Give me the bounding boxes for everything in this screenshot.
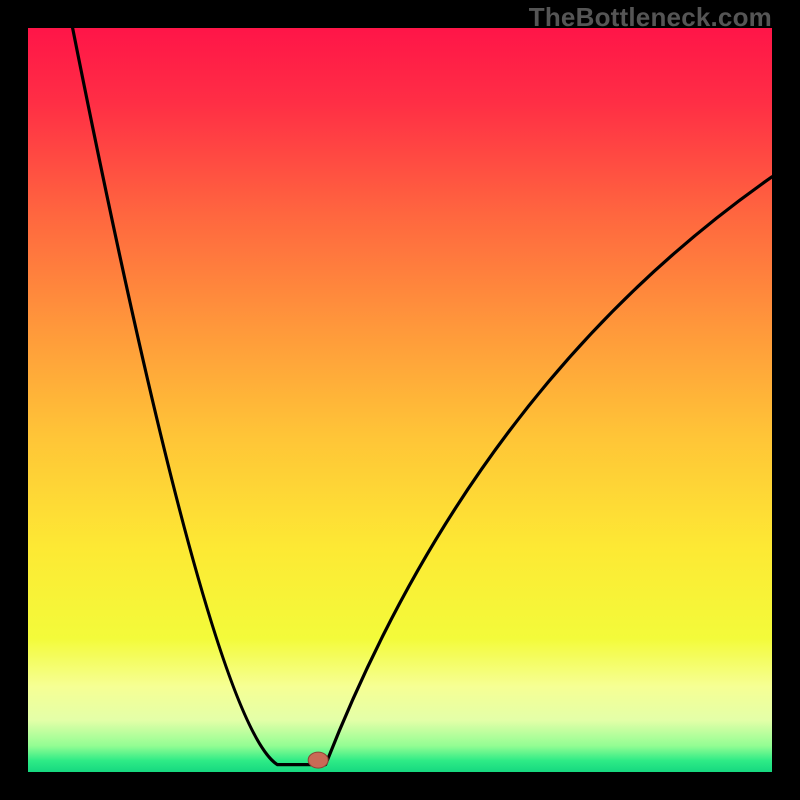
bottleneck-curve	[28, 28, 772, 772]
curve-path	[73, 28, 772, 765]
chart-root: TheBottleneck.com	[0, 0, 800, 800]
watermark-text: TheBottleneck.com	[529, 2, 772, 33]
optimum-marker	[308, 752, 328, 768]
plot-area	[28, 28, 772, 772]
